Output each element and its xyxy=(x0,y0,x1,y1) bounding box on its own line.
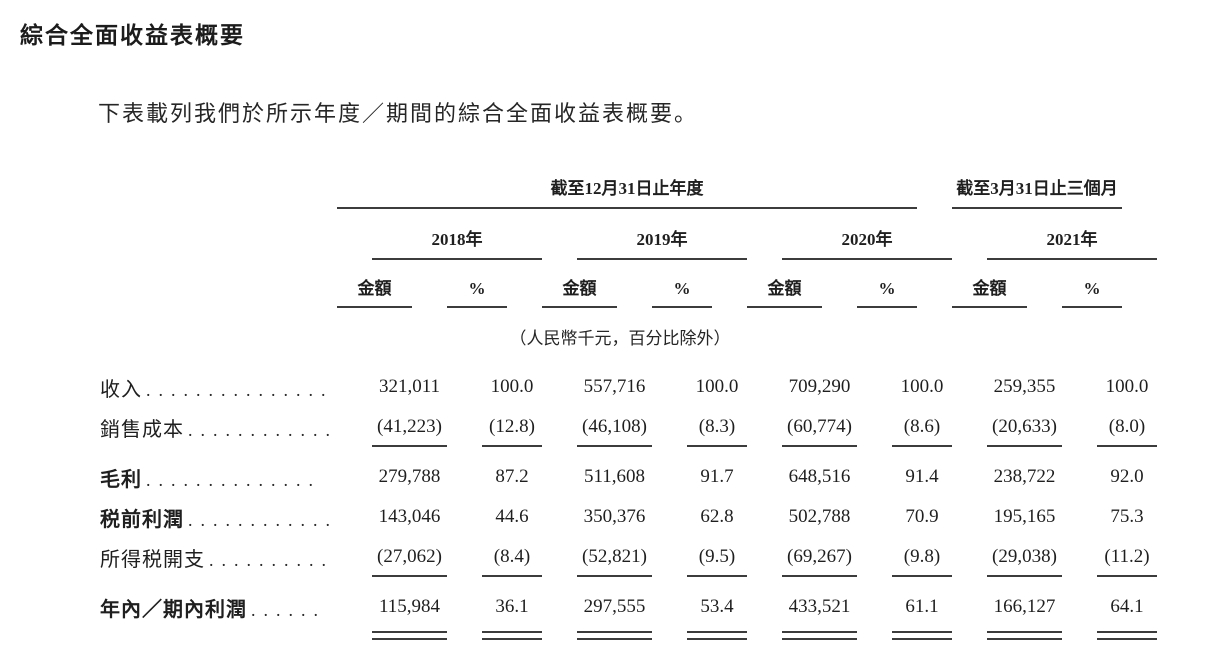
group-header-quarterly: 截至3月31日止三個月 xyxy=(952,174,1122,209)
cell-percent-2019: 100.0 xyxy=(695,376,739,397)
subheader-amount-2018: 金額 xyxy=(337,274,412,308)
row-label-cell: 銷售成本............. xyxy=(100,413,337,442)
cell-percent-2020: (9.8) xyxy=(892,537,952,577)
cell-amount-2021: 195,165 xyxy=(993,506,1056,527)
group-header-row: 截至12月31日止年度 截至3月31日止三個月 xyxy=(100,174,1130,209)
row-leader: ............... xyxy=(146,379,334,400)
cell-percent-2021: 92.0 xyxy=(1110,466,1144,487)
row-label: 所得税開支 xyxy=(100,548,205,571)
subheader-percent-2018: % xyxy=(447,279,507,308)
cell-percent-2019: (8.3) xyxy=(687,407,747,447)
cell-amount-2021: 166,127 xyxy=(987,587,1062,640)
cell-percent-2018: 100.0 xyxy=(490,376,534,397)
row-label: 年內／期內利潤 xyxy=(100,598,247,621)
cell-amount-2021: (29,038) xyxy=(987,537,1062,577)
cell-amount-2020: (69,267) xyxy=(782,537,857,577)
row-leader: ............. xyxy=(188,419,337,440)
unit-note-row: （人民幣千元，百分比除外） xyxy=(100,324,1130,349)
page-title: 綜合全面收益表概要 xyxy=(20,22,245,48)
row-label-cell: 税前利潤............ xyxy=(100,503,337,532)
cell-amount-2019: 557,716 xyxy=(583,376,646,397)
year-header-2019: 2019年 xyxy=(577,225,747,260)
row-label-cell: 收入............... xyxy=(100,373,337,402)
cell-percent-2020: (8.6) xyxy=(892,407,952,447)
cell-amount-2018: 279,788 xyxy=(378,466,441,487)
row-label: 收入 xyxy=(100,378,142,401)
group-header-annual: 截至12月31日止年度 xyxy=(337,174,917,209)
row-label: 銷售成本 xyxy=(100,418,184,441)
cell-amount-2018: 115,984 xyxy=(372,587,447,640)
cell-amount-2021: 259,355 xyxy=(993,376,1056,397)
row-leader: ...... xyxy=(251,599,326,620)
row-label-cell: 所得税開支.......... xyxy=(100,543,337,572)
cell-percent-2021: 100.0 xyxy=(1105,376,1149,397)
cell-percent-2018: (12.8) xyxy=(482,407,542,447)
table-row: 税前利潤............ 143,046 44.6 350,376 62… xyxy=(100,497,1144,537)
table-row: 所得税開支.......... (27,062) (8.4) (52,821) … xyxy=(100,537,1157,577)
cell-amount-2019: (52,821) xyxy=(577,537,652,577)
row-label-cell: 毛利.............. xyxy=(100,463,337,492)
cell-amount-2019: 297,555 xyxy=(577,587,652,640)
year-header-2020: 2020年 xyxy=(782,225,952,260)
intro-paragraph: 下表載列我們於所示年度／期間的綜合全面收益表概要。 xyxy=(98,101,699,126)
table-row: 收入............... 321,011 100.0 557,716 … xyxy=(100,367,1148,407)
cell-percent-2019: (9.5) xyxy=(687,537,747,577)
table-row: 毛利.............. 279,788 87.2 511,608 91… xyxy=(100,457,1144,497)
cell-amount-2018: 143,046 xyxy=(378,506,441,527)
row-label-cell: 年內／期內利潤...... xyxy=(100,593,337,622)
cell-percent-2019: 91.7 xyxy=(700,466,734,487)
subheader-amount-2021: 金額 xyxy=(952,274,1027,308)
year-header-row: 2018年 2019年 2020年 2021年 xyxy=(100,225,1157,260)
cell-amount-2018: 321,011 xyxy=(378,376,441,397)
cell-amount-2021: (20,633) xyxy=(987,407,1062,447)
year-header-2018: 2018年 xyxy=(372,225,542,260)
row-leader: .......... xyxy=(209,549,334,570)
cell-amount-2020: (60,774) xyxy=(782,407,857,447)
cell-amount-2020: 502,788 xyxy=(788,506,851,527)
unit-note: （人民幣千元，百分比除外） xyxy=(509,329,731,348)
cell-percent-2020: 70.9 xyxy=(905,506,939,527)
subheader-amount-2019: 金額 xyxy=(542,274,617,308)
row-label: 税前利潤 xyxy=(100,508,184,531)
row-label: 毛利 xyxy=(100,468,142,491)
table-body: 收入............... 321,011 100.0 557,716 … xyxy=(100,367,1157,640)
cell-amount-2018: (27,062) xyxy=(372,537,447,577)
cell-percent-2021: 64.1 xyxy=(1097,587,1157,640)
cell-percent-2019: 62.8 xyxy=(700,506,734,527)
cell-amount-2019: 350,376 xyxy=(583,506,646,527)
cell-percent-2018: 87.2 xyxy=(495,466,529,487)
cell-percent-2018: (8.4) xyxy=(482,537,542,577)
cell-percent-2018: 36.1 xyxy=(482,587,542,640)
cell-percent-2021: (11.2) xyxy=(1097,537,1157,577)
subheader-row: 金額 % 金額 % 金額 % 金額 % xyxy=(100,274,1130,308)
cell-amount-2019: (46,108) xyxy=(577,407,652,447)
year-header-2021: 2021年 xyxy=(987,225,1157,260)
table-row: 銷售成本............. (41,223) (12.8) (46,10… xyxy=(100,407,1157,447)
cell-amount-2020: 648,516 xyxy=(788,466,851,487)
cell-amount-2021: 238,722 xyxy=(993,466,1056,487)
row-leader: ............ xyxy=(188,509,337,530)
row-leader: .............. xyxy=(146,469,321,490)
cell-amount-2019: 511,608 xyxy=(583,466,646,487)
cell-amount-2020: 709,290 xyxy=(788,376,851,397)
cell-percent-2020: 100.0 xyxy=(900,376,944,397)
cell-percent-2020: 61.1 xyxy=(892,587,952,640)
table-row: 年內／期內利潤...... 115,984 36.1 297,555 53.4 … xyxy=(100,587,1157,640)
cell-amount-2020: 433,521 xyxy=(782,587,857,640)
subheader-percent-2019: % xyxy=(652,279,712,308)
subheader-percent-2021: % xyxy=(1062,279,1122,308)
cell-percent-2019: 53.4 xyxy=(687,587,747,640)
subheader-percent-2020: % xyxy=(857,279,917,308)
cell-percent-2018: 44.6 xyxy=(495,506,529,527)
subheader-amount-2020: 金額 xyxy=(747,274,822,308)
income-statement-table: 截至12月31日止年度 截至3月31日止三個月 2018年 2019年 2020… xyxy=(100,174,1157,640)
cell-percent-2021: 75.3 xyxy=(1110,506,1144,527)
cell-amount-2018: (41,223) xyxy=(372,407,447,447)
cell-percent-2021: (8.0) xyxy=(1097,407,1157,447)
cell-percent-2020: 91.4 xyxy=(905,466,939,487)
